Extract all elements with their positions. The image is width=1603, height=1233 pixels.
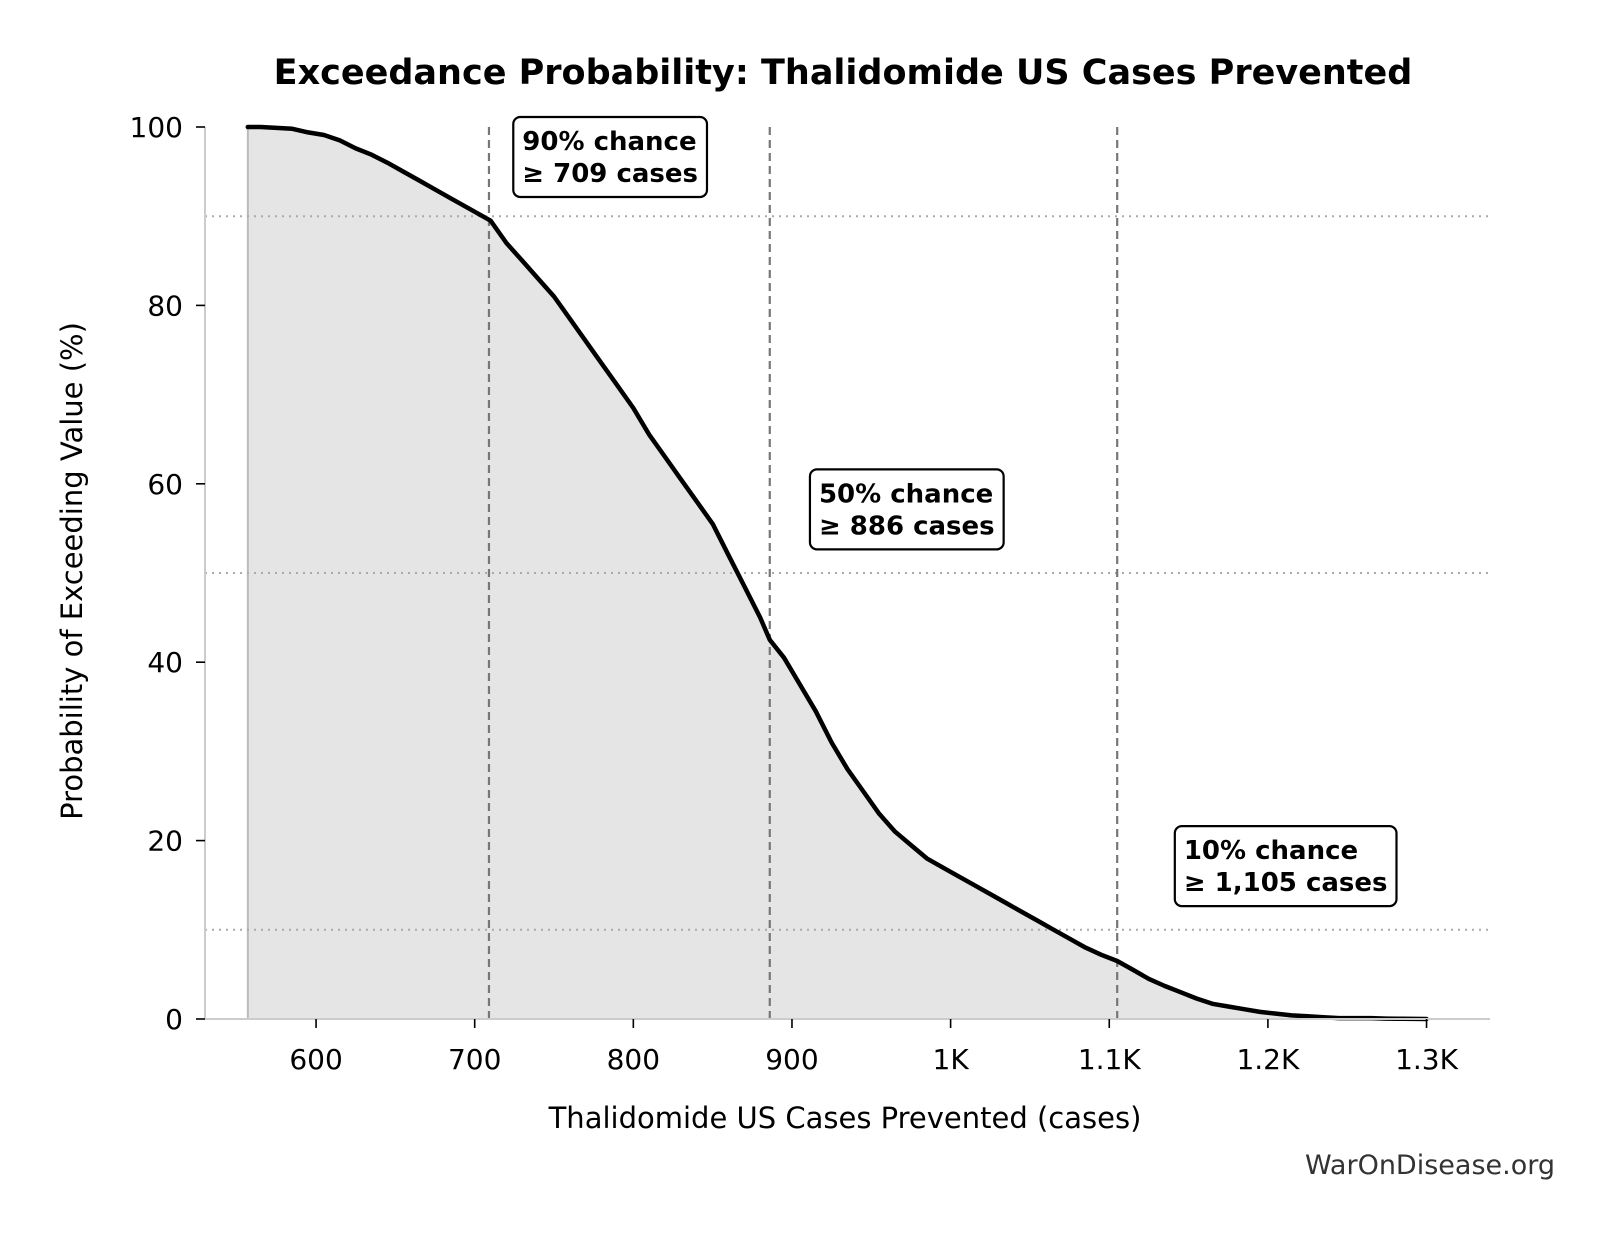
- exceedance-curve-line: [245, 124, 1429, 1022]
- percentile-vertical-lines: [487, 127, 1119, 1019]
- annotation-line-1: 10% chance: [1184, 836, 1358, 866]
- x-tick-label: 1.3K: [1395, 1043, 1459, 1076]
- y-tick-label: 20: [147, 825, 183, 858]
- annotation-box-border: [512, 115, 709, 199]
- chart-title: Exceedance Probability: Thalidomide US C…: [274, 53, 1413, 93]
- exceedance-area-fill: [247, 127, 1427, 1019]
- annotation-line-2: ≥ 1,105 cases: [1184, 868, 1388, 898]
- x-tick-label: 1.1K: [1078, 1043, 1142, 1076]
- annotation-boxes: 90% chance≥ 709 cases 50% chance≥ 886 cas…: [512, 115, 1398, 908]
- annotation-box-3: 10% chance≥ 1,105 cases: [1173, 825, 1398, 908]
- y-tick-label: 0: [165, 1003, 183, 1036]
- x-tick-label: 1K: [933, 1043, 970, 1076]
- y-tick-label: 60: [147, 468, 183, 501]
- annotation-box-1: 90% chance≥ 709 cases: [512, 115, 709, 199]
- x-tick-label: 600: [289, 1043, 342, 1076]
- x-axis-ticks: 600 700 800 900 1K 1.1K 1.2K 1.3K: [289, 1019, 1459, 1076]
- x-tick-label: 700: [448, 1043, 501, 1076]
- y-tick-label: 80: [147, 289, 183, 322]
- annotation-box-border: [808, 468, 1005, 551]
- annotation-line-2: ≥ 886 cases: [819, 511, 995, 541]
- annotation-line-1: 90% chance: [522, 127, 696, 157]
- annotation-line-2: ≥ 709 cases: [522, 159, 698, 189]
- plot-area: [205, 124, 1490, 1022]
- x-tick-label: 800: [607, 1043, 660, 1076]
- y-tick-label: 100: [130, 111, 183, 144]
- annotation-box-2: 50% chance≥ 886 cases: [808, 468, 1005, 551]
- y-tick-label: 40: [147, 646, 183, 679]
- annotation-box-border: [1173, 825, 1398, 908]
- x-tick-label: 1.2K: [1236, 1043, 1300, 1076]
- watermark-text: WarOnDisease.org: [1305, 1150, 1555, 1181]
- annotation-line-1: 50% chance: [819, 479, 993, 509]
- y-axis-label: Probability of Exceeding Value (%): [55, 322, 89, 820]
- y-axis-ticks: 0 20 40 60 80 100: [130, 111, 205, 1036]
- x-tick-label: 900: [765, 1043, 818, 1076]
- x-axis-label: Thalidomide US Cases Prevented (cases): [548, 1101, 1142, 1135]
